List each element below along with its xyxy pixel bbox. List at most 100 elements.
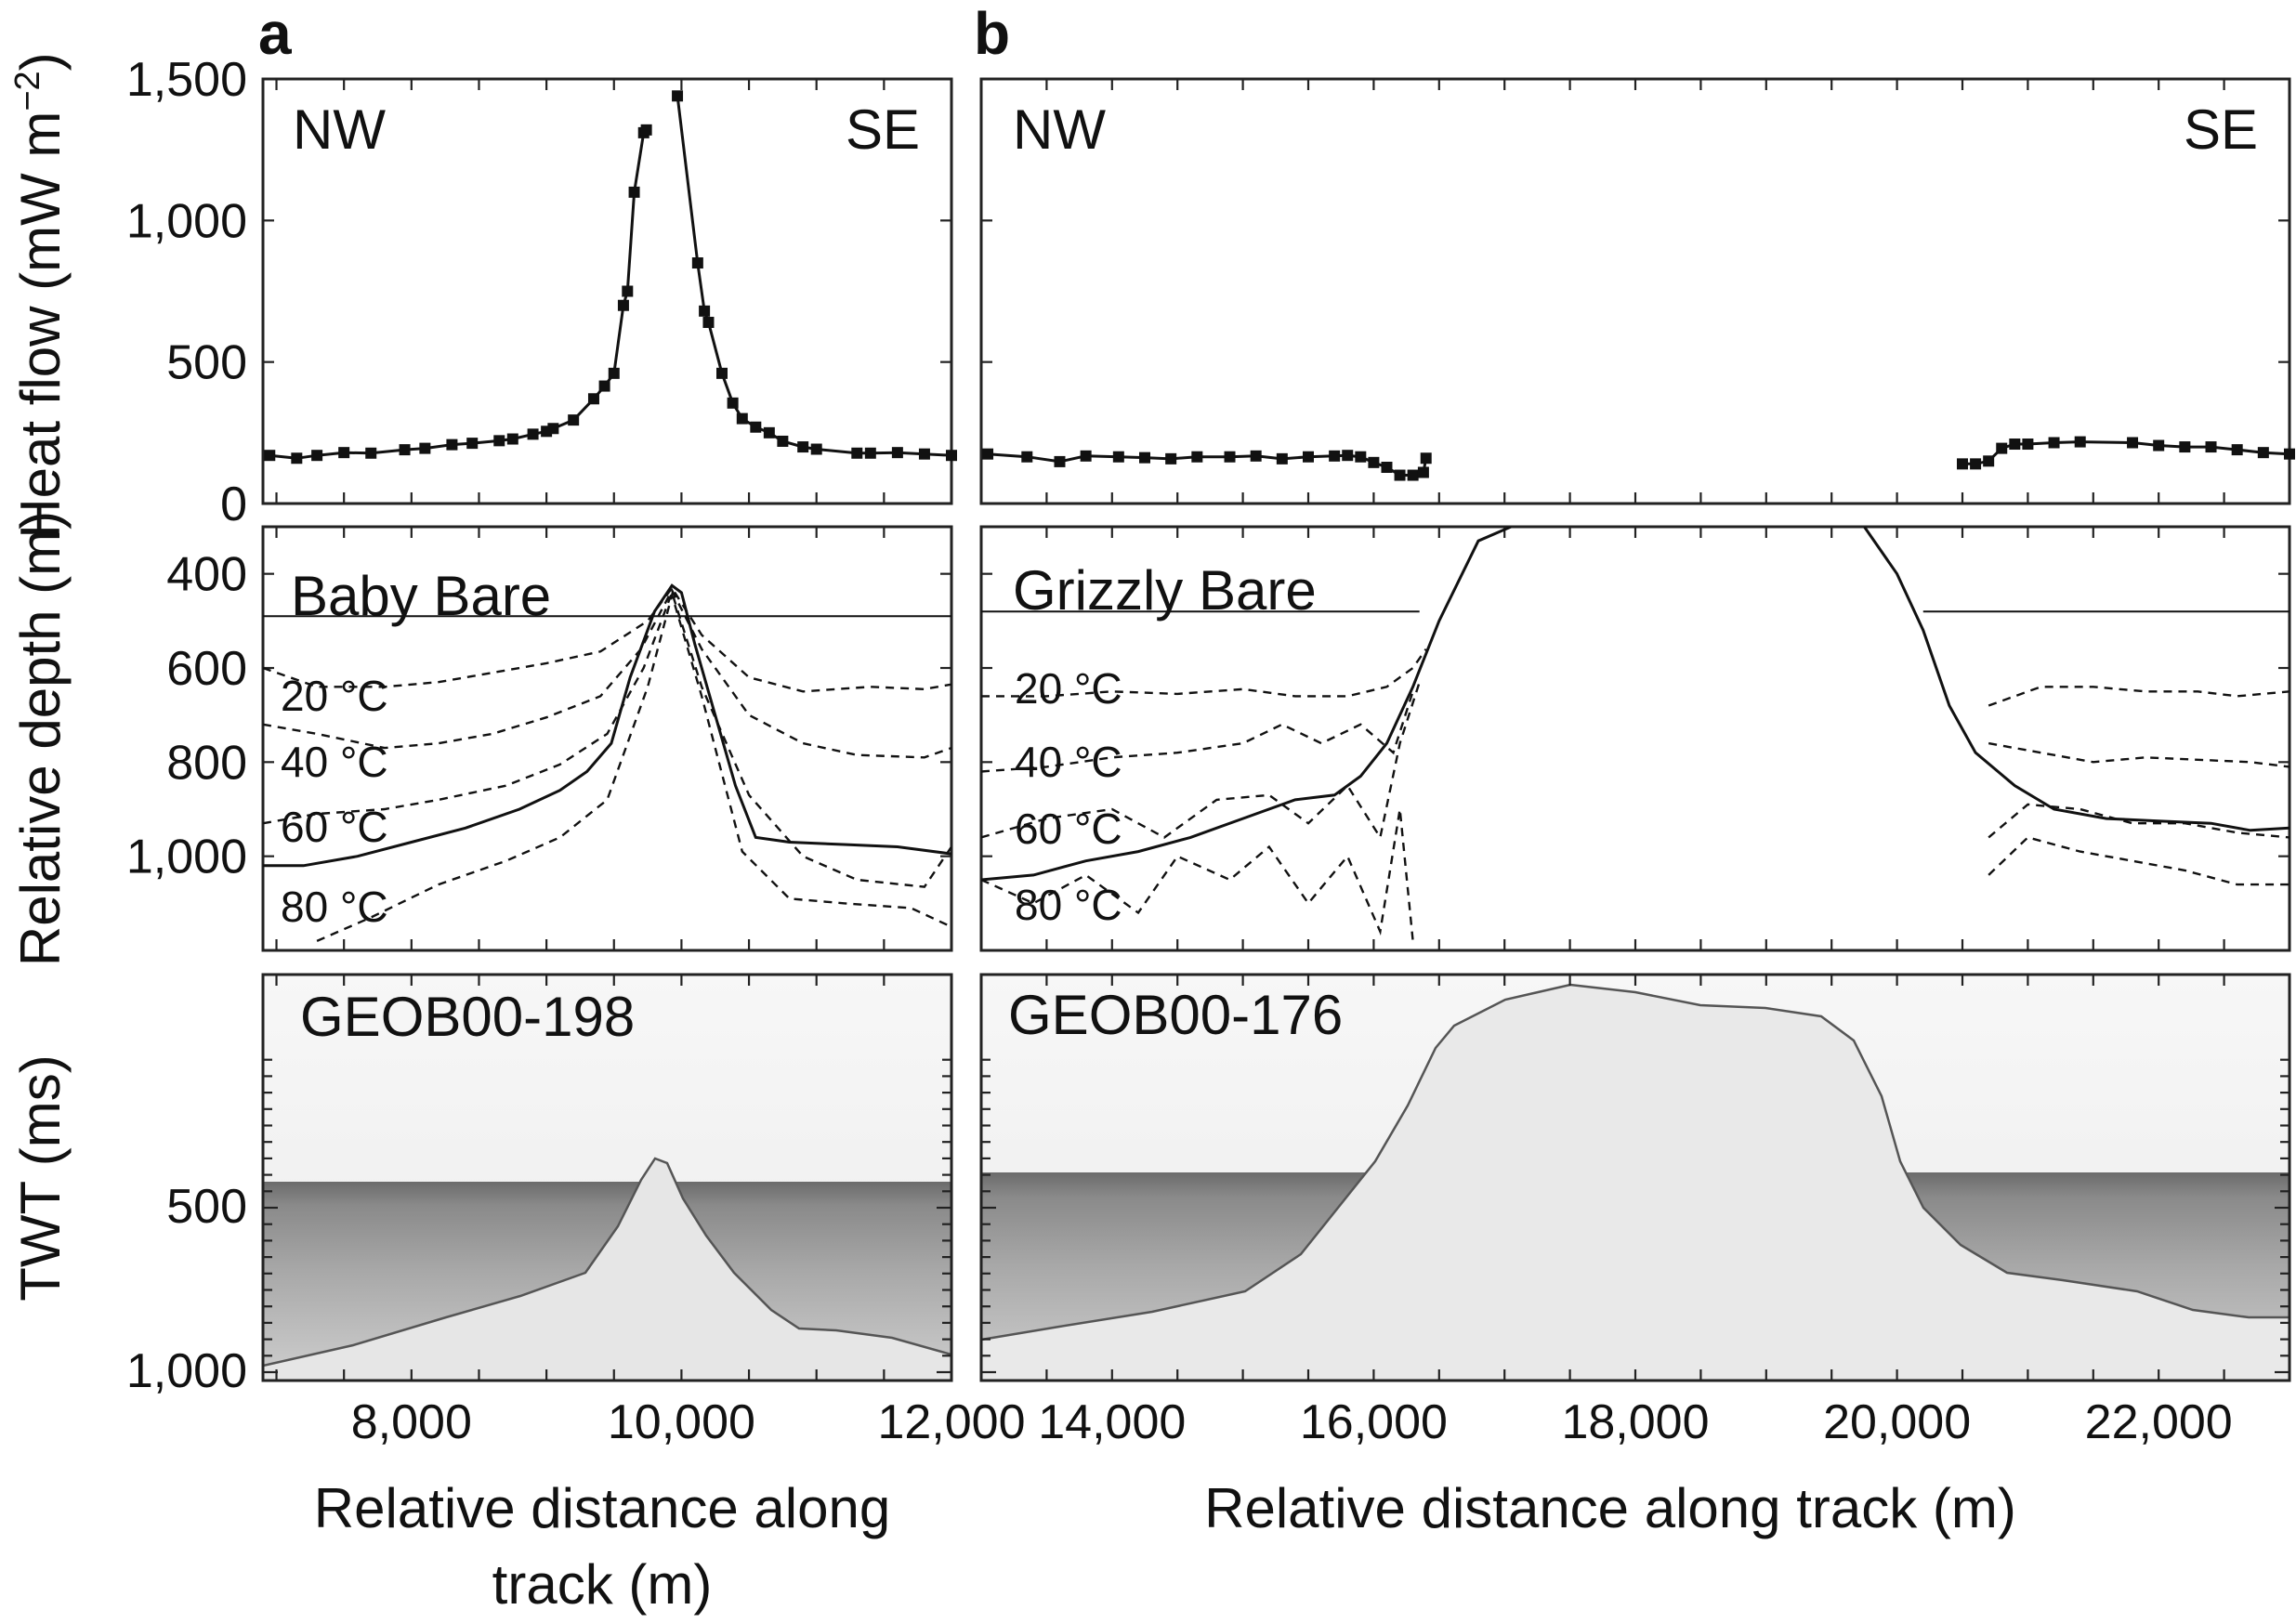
x-tick-label: 16,000 <box>1300 1395 1448 1449</box>
panel-a-heat-flow-point <box>617 299 629 311</box>
panel-a-twt-tick-1000: 1,000 <box>126 1344 247 1398</box>
panel-b-heat-flow-point <box>1080 450 1092 462</box>
x-tick-label: 8,000 <box>351 1395 472 1449</box>
panel-b-heat-flow-point <box>1250 450 1262 462</box>
panel-a-heat-flow-point <box>736 412 748 425</box>
panel-a-heat-flow-point <box>716 367 728 379</box>
panel-b-feature-label: Grizzly Bare <box>1013 559 1317 622</box>
panel-a: 0 500 1,000 1,500 NW SE 400 600 800 1,000 Baby… <box>126 53 1026 1616</box>
panel-a-heat-flow-point <box>291 452 303 465</box>
panel-a-heat-flow-point <box>763 426 775 438</box>
panel-a-seismic-line-label: GEOB00-198 <box>300 986 635 1048</box>
panel-a-heat-flow-point <box>547 423 559 435</box>
panel-b-heat-flow-point <box>1420 452 1432 465</box>
panel-a-heat-flow-point <box>797 441 809 453</box>
panel-b-se-label: SE <box>2184 98 2258 161</box>
panel-letter-a: a <box>258 0 292 67</box>
panel-a-heat-flow-point <box>891 447 903 459</box>
panel-a-heat-flow-point <box>608 367 620 379</box>
panel-b-heat-flow-point <box>1139 452 1150 464</box>
panel-a-isotherm-label-60: 60 °C <box>281 803 388 851</box>
panel-b-isotherm-3 <box>981 681 1421 841</box>
twt-axis-title: TWT (ms) <box>9 1054 72 1301</box>
panel-b-heat-flow-point <box>2205 441 2217 453</box>
depth-y-tick-label: 400 <box>166 548 247 602</box>
panel-b-isotherm-1 <box>981 648 1427 698</box>
panel-a-heat-flow-point <box>365 447 377 459</box>
panel-a-heat-flow-point <box>264 450 276 462</box>
panel-b-heat-flow-point <box>1329 450 1341 462</box>
panel-a-heat-flow-point <box>777 435 789 447</box>
panel-a-isotherm-label-40: 40 °C <box>281 738 388 786</box>
panel-b-heat-flow-point <box>1054 455 1066 467</box>
panel-b-isotherm-8 <box>1988 836 2289 886</box>
x-tick-label: 12,000 <box>877 1395 1025 1449</box>
panel-a-heat-flow-point <box>864 447 876 459</box>
heat-flow-axis-title: Heat flow (mW m−2) <box>8 52 72 538</box>
panel-b-heat-flow-point <box>1165 452 1177 465</box>
panel-a-heat-flow-point <box>527 428 539 440</box>
heat-flow-y-tick-label: 1,000 <box>126 194 247 248</box>
panel-a-depth: 400 600 800 1,000 Baby Bare 20 °C 40 °C 60 … <box>126 525 953 952</box>
panel-a-isotherm-4 <box>316 591 951 942</box>
panel-b-heat-flow-point <box>1407 469 1419 481</box>
panel-b-heat-flow-point <box>1342 450 1354 462</box>
panel-b-nw-label: NW <box>1013 98 1106 161</box>
panel-a-heat-flow-point <box>851 447 863 459</box>
panel-a-heat-flow-point <box>640 124 652 136</box>
panel-a-heat-flow-point <box>419 442 431 454</box>
panel-b-isotherm-label-60: 60 °C <box>1015 805 1122 853</box>
panel-a-x-axis-title-line-1: Relative distance along <box>314 1477 890 1539</box>
panel-a-isotherm-label-80: 80 °C <box>281 883 388 931</box>
panel-a-depth-frame <box>261 525 953 952</box>
panel-b-heat-flow-point <box>2284 448 2295 460</box>
panel-b-topography-line-2 <box>1863 527 2289 832</box>
x-tick-label: 18,000 <box>1561 1395 1709 1449</box>
panel-b-heat-flow-point <box>2022 438 2034 451</box>
panel-b-heat-flow-point <box>1381 462 1393 474</box>
panel-b-heat-flow-point <box>1970 458 1982 470</box>
panel-a-heat-flow-point <box>399 444 411 456</box>
panel-a-heat-flow-point <box>622 285 634 297</box>
panel-b-heat-flow-frame <box>979 77 2291 505</box>
panel-a-heat-flow-point <box>338 447 350 459</box>
panel-b-heat-flow-point <box>2179 441 2191 453</box>
panel-b-heat-flow-point <box>1417 466 1429 478</box>
depth-y-tick-label: 1,000 <box>126 831 247 884</box>
panel-b-seismic-seamount <box>981 983 2289 1381</box>
heat-flow-y-tick-label: 1,500 <box>126 53 247 107</box>
panel-a-heat-flow-point <box>699 305 711 317</box>
panel-a-heat-flow-point <box>702 317 715 329</box>
panel-b-heat-flow-point <box>1996 442 2008 454</box>
panel-a-heat-flow-point <box>810 443 822 455</box>
panel-b-heat-flow-point <box>1021 451 1033 463</box>
panel-a-se-label: SE <box>846 98 920 161</box>
panel-a-heat-flow-point <box>628 186 640 198</box>
panel-a-feature-label: Baby Bare <box>291 565 551 627</box>
panel-a-heat-flow-point <box>727 397 739 409</box>
panel-b-isotherm-label-40: 40 °C <box>1015 738 1122 786</box>
panel-b-heat-flow-point <box>1368 456 1380 468</box>
panel-a-heat-flow-point <box>311 450 323 462</box>
panel-a-seismic-frame <box>261 973 953 1382</box>
heat-flow-y-tick-label: 500 <box>166 336 247 390</box>
panel-b-isotherm-label-20: 20 °C <box>1015 664 1122 713</box>
panel-a-x-axis-title-line-2: track (m) <box>492 1553 713 1616</box>
panel-a-heat-flow-point <box>598 380 610 392</box>
panel-b-seismic-line-label: GEOB00-176 <box>1008 984 1343 1046</box>
panel-a-heat-flow-line <box>269 128 648 460</box>
panel-b-heat-flow-point <box>2153 439 2165 452</box>
panel-b-heat-flow-point <box>1303 451 1314 463</box>
panel-b: NW SE Grizzly Bare 20 °C 40 °C 60 °C 80 … <box>979 77 2295 1539</box>
panel-a-heat-flow-point <box>568 414 580 426</box>
panel-a-seismic: GEOB00-198 500 1,000 <box>126 973 953 1398</box>
panel-b-depth: Grizzly Bare 20 °C 40 °C 60 °C 80 °C <box>979 525 2291 952</box>
panel-a-heat-flow-frame <box>261 77 953 505</box>
depth-y-tick-label: 800 <box>166 736 247 790</box>
panel-a-heat-flow-point <box>466 438 479 450</box>
panel-a-heat-flow-point <box>446 438 458 451</box>
panel-b-heat-flow-point <box>2257 447 2269 459</box>
heat-flow-y-tick-label: 0 <box>220 478 247 531</box>
panel-b-x-axis-title: Relative distance along track (m) <box>1204 1477 2016 1539</box>
panel-a-topography-line <box>263 583 951 868</box>
